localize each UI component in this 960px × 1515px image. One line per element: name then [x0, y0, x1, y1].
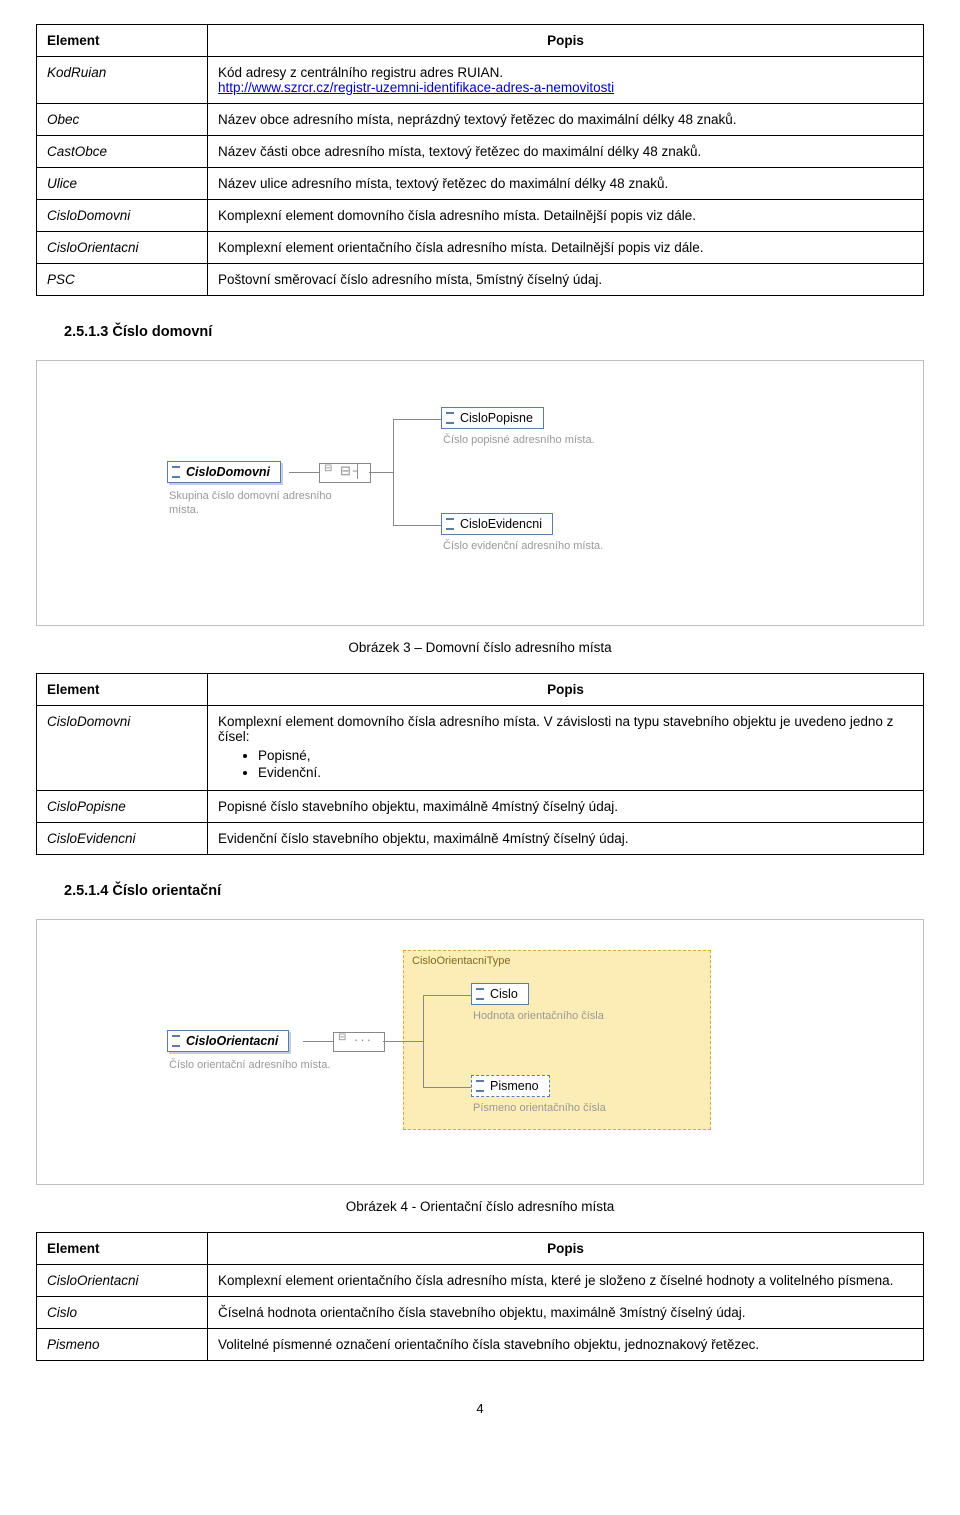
table-row: KodRuian Kód adresy z centrálního regist… [37, 57, 924, 104]
cell-element: Pismeno [37, 1329, 208, 1361]
ruian-link[interactable]: http://www.szrcr.cz/registr-uzemni-ident… [218, 80, 614, 95]
cell-element: CisloOrientacni [37, 1265, 208, 1297]
figure-caption-3: Obrázek 3 – Domovní číslo adresního míst… [36, 640, 924, 655]
cell-popis: Kód adresy z centrálního registru adres … [208, 57, 924, 104]
table-row: CisloDomovni Komplexní element domovního… [37, 706, 924, 791]
popis-text: Komplexní element domovního čísla adresn… [218, 714, 893, 744]
cell-element: Obec [37, 104, 208, 136]
table-row: CisloOrientacni Komplexní element orient… [37, 1265, 924, 1297]
table-row: CisloPopisne Popisné číslo stavebního ob… [37, 791, 924, 823]
cell-popis: Evidenční číslo stavebního objektu, maxi… [208, 823, 924, 855]
table-elements-3: Element Popis CisloOrientacni Komplexní … [36, 1232, 924, 1361]
table-row: Ulice Název ulice adresního místa, texto… [37, 168, 924, 200]
list-item: Evidenční. [258, 765, 913, 780]
node-cislodomovni: CisloDomovni [167, 461, 281, 483]
figure-caption-4: Obrázek 4 - Orientační číslo adresního m… [36, 1199, 924, 1214]
cell-popis: Komplexní element orientačního čísla adr… [208, 1265, 924, 1297]
node-desc: Číslo evidenční adresního místa. [443, 539, 603, 553]
cell-element: CisloDomovni [37, 706, 208, 791]
th-element: Element [37, 1233, 208, 1265]
heading-cislo-orientacni: 2.5.1.4 Číslo orientační [64, 883, 924, 899]
popis-text: Kód adresy z centrálního registru adres … [218, 65, 503, 80]
cell-popis: Poštovní směrovací číslo adresního místa… [208, 264, 924, 296]
cell-element: Ulice [37, 168, 208, 200]
list-item: Popisné, [258, 748, 913, 763]
node-desc: Písmeno orientačního čísla [473, 1101, 606, 1115]
table-row: CisloEvidencni Evidenční číslo stavebníh… [37, 823, 924, 855]
node-cisloevidencni: CisloEvidencni [441, 513, 553, 535]
cell-element: CisloEvidencni [37, 823, 208, 855]
node-desc: Číslo orientační adresního místa. [169, 1058, 330, 1072]
table-row: CastObce Název části obce adresního míst… [37, 136, 924, 168]
table-row: CisloOrientacni Komplexní element orient… [37, 232, 924, 264]
table-elements-1: Element Popis KodRuian Kód adresy z cent… [36, 24, 924, 296]
connector-choice-icon: ⊟┤ [319, 463, 371, 483]
diagram-domovni: CisloDomovni Skupina číslo domovní adres… [36, 360, 924, 626]
cell-element: CastObce [37, 136, 208, 168]
cell-element: CisloDomovni [37, 200, 208, 232]
node-cisloorientacni: CisloOrientacni [167, 1030, 289, 1052]
th-element: Element [37, 25, 208, 57]
cell-element: CisloPopisne [37, 791, 208, 823]
cell-element: CisloOrientacni [37, 232, 208, 264]
table-row: Obec Název obce adresního místa, neprázd… [37, 104, 924, 136]
diagram-orientacni: CisloOrientacniType CisloOrientacni Čísl… [36, 919, 924, 1185]
type-label: CisloOrientacniType [412, 955, 702, 967]
cell-popis: Název části obce adresního místa, textov… [208, 136, 924, 168]
cell-popis: Číselná hodnota orientačního čísla stave… [208, 1297, 924, 1329]
table-row: CisloDomovni Komplexní element domovního… [37, 200, 924, 232]
table-row: Cislo Číselná hodnota orientačního čísla… [37, 1297, 924, 1329]
node-cislopopisne: CisloPopisne [441, 407, 544, 429]
cell-popis: Název ulice adresního místa, textový řet… [208, 168, 924, 200]
cell-popis: Název obce adresního místa, neprázdný te… [208, 104, 924, 136]
node-desc: Číslo popisné adresního místa. [443, 433, 595, 447]
cell-popis: Komplexní element domovního čísla adresn… [208, 200, 924, 232]
heading-cislo-domovni: 2.5.1.3 Číslo domovní [64, 324, 924, 340]
node-pismeno: Pismeno [471, 1075, 550, 1097]
table-row: Pismeno Volitelné písmenné označení orie… [37, 1329, 924, 1361]
cell-popis: Komplexní element domovního čísla adresn… [208, 706, 924, 791]
th-popis: Popis [208, 674, 924, 706]
th-popis: Popis [208, 1233, 924, 1265]
node-desc: Skupina číslo domovní adresního místa. [169, 489, 339, 518]
cell-popis: Volitelné písmenné označení orientačního… [208, 1329, 924, 1361]
th-element: Element [37, 674, 208, 706]
cell-element: PSC [37, 264, 208, 296]
table-row: PSC Poštovní směrovací číslo adresního m… [37, 264, 924, 296]
cell-element: KodRuian [37, 57, 208, 104]
th-popis: Popis [208, 25, 924, 57]
cell-popis: Popisné číslo stavebního objektu, maximá… [208, 791, 924, 823]
cell-element: Cislo [37, 1297, 208, 1329]
cell-popis: Komplexní element orientačního čísla adr… [208, 232, 924, 264]
node-cislo: Cislo [471, 983, 529, 1005]
node-desc: Hodnota orientačního čísla [473, 1009, 604, 1023]
page-number: 4 [36, 1401, 924, 1416]
table-elements-2: Element Popis CisloDomovni Komplexní ele… [36, 673, 924, 855]
connector-sequence-icon: ··· [333, 1032, 385, 1052]
